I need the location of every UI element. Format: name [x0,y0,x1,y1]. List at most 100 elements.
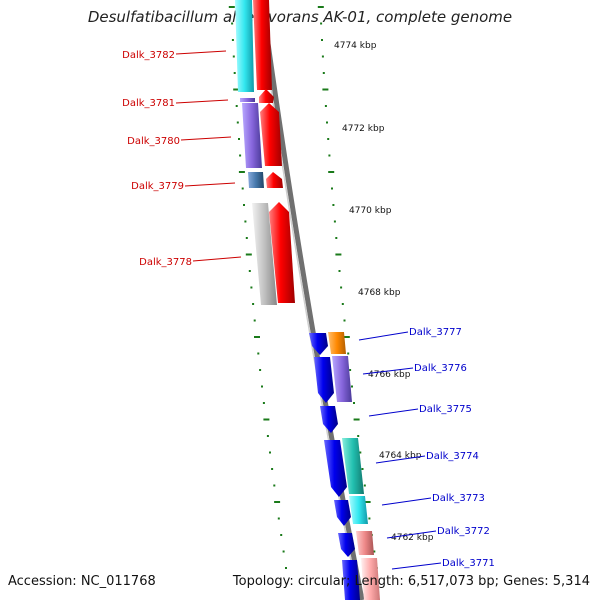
tick-mark [353,418,360,421]
tick-mark [373,550,376,553]
left-tick-track [228,6,287,569]
tick-mark [317,6,324,8]
gene-label-dalk-3775[interactable]: Dalk_3775 [419,404,472,415]
gene-dalk-3780[interactable] [242,103,282,168]
tick-mark [254,336,260,338]
gene-label-dalk-3779[interactable]: Dalk_3779 [131,181,184,192]
tick-mark [363,484,366,487]
tick-mark [327,138,330,140]
tick-mark [343,319,346,322]
tick-mark [273,484,276,487]
tick-mark [349,369,352,371]
tick-mark [285,567,287,569]
accession-text: Accession: NC_011768 [8,574,156,589]
tick-mark [233,88,240,91]
scale-label: 4770 kbp [349,206,392,216]
tick-mark [274,501,281,503]
genome-title: Desulfatibacillum alkenivorans AK-01, co… [87,8,513,26]
gene-label-dalk-3777[interactable]: Dalk_3777 [409,327,462,338]
gene-label-dalk-3771[interactable]: Dalk_3771 [442,558,495,569]
tick-mark [328,171,335,173]
tick-mark [351,385,353,388]
gene-label-dalk-3772[interactable]: Dalk_3772 [437,526,490,537]
tick-mark [282,550,285,553]
tick-mark [266,435,269,437]
gene-label-dalk-3773[interactable]: Dalk_3773 [432,493,485,504]
tick-mark [361,468,364,470]
tick-mark [368,517,371,520]
gene-dalk-3771[interactable] [342,558,380,600]
tick-mark [250,286,253,289]
gene-dalk-3773[interactable] [334,496,368,526]
tick-mark [239,154,242,157]
gene-dalk-3781[interactable] [240,89,274,103]
gene-label-dalk-3780[interactable]: Dalk_3780 [127,136,180,147]
scale-labels: 4774 kbp 4772 kbp 4770 kbp 4768 kbp 4766… [334,41,434,543]
tick-mark [238,171,245,173]
tick-mark [321,39,323,41]
gene-dalk-3776[interactable] [314,356,352,403]
tick-mark [357,435,360,437]
gene-label-dalk-3782[interactable]: Dalk_3782 [122,50,175,61]
scale-label: 4764 kbp [379,451,422,461]
tick-mark [324,105,327,107]
tick-mark [333,220,336,223]
tick-mark [331,187,333,190]
tick-mark [343,336,350,338]
tick-mark [232,55,235,58]
gene-dalk-3779[interactable] [248,172,283,188]
tick-mark [280,534,283,536]
tick-mark [238,138,240,140]
tick-mark [320,22,323,25]
gene-label-dalk-3778[interactable]: Dalk_3778 [139,257,192,268]
tick-mark [338,270,341,272]
gene-dalk-3772[interactable] [338,531,374,557]
gene-labels-bottom: Dalk_3777 Dalk_3776 Dalk_3775 Dalk_3774 … [358,327,495,570]
gene-label-dalk-3781[interactable]: Dalk_3781 [122,98,175,109]
tick-mark [228,6,235,8]
tick-mark [231,22,234,25]
tick-mark [245,237,248,239]
tick-mark [263,418,270,421]
gene-dalk-3778[interactable] [252,202,295,305]
tick-mark [347,352,350,355]
tick-mark [262,402,265,404]
gene-dalk-3775[interactable] [320,406,338,433]
tick-mark [269,451,271,454]
tick-mark [277,517,280,520]
tick-mark [335,237,338,239]
tick-mark [241,187,244,190]
scale-label: 4762 kbp [391,533,434,543]
gene-dalk-3782[interactable] [235,0,272,92]
gene-dalk-3774[interactable] [324,438,364,497]
scale-label: 4766 kbp [368,370,411,380]
tick-mark [248,270,251,272]
tick-mark [322,88,329,91]
tick-mark [245,253,252,256]
tick-mark [231,39,234,41]
scale-label: 4774 kbp [334,41,377,51]
tick-mark [236,121,239,124]
gene-dalk-3777[interactable] [309,332,346,355]
tick-mark [332,204,335,206]
gene-label-dalk-3776[interactable]: Dalk_3776 [414,363,467,374]
tick-mark [321,55,324,58]
tick-mark [257,352,260,355]
gene-label-dalk-3774[interactable]: Dalk_3774 [426,451,479,462]
tick-mark [261,385,263,388]
tick-mark [235,105,238,107]
tick-mark [322,72,325,74]
tick-mark [341,303,344,305]
tick-mark [364,501,371,503]
tick-mark [353,402,355,404]
tick-mark [335,253,342,256]
scale-label: 4768 kbp [358,288,401,298]
scale-label: 4772 kbp [342,124,385,134]
tick-mark [271,468,274,470]
tick-mark [233,72,236,74]
tick-mark [244,220,247,223]
tick-mark [340,286,343,289]
tick-mark [328,154,331,157]
tick-mark [252,303,255,305]
